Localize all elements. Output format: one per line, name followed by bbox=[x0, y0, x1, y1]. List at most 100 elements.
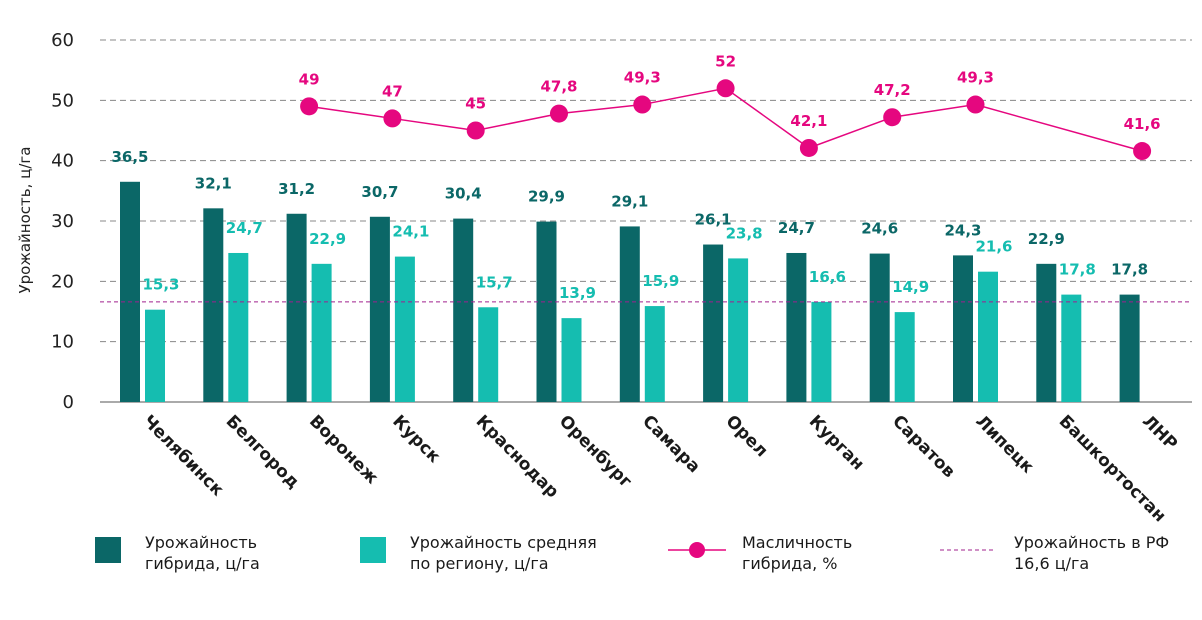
data-label-region-average: 22,9 bbox=[309, 230, 346, 248]
x-category-label: ЛНР bbox=[1138, 411, 1181, 454]
data-label-oil-content: 42,1 bbox=[790, 112, 827, 130]
data-labels: 36,5 15,3 32,1 24,7 31,2 22,9 30,7 24,1 30,4 15,7… bbox=[111, 52, 1160, 302]
data-label-hybrid: 24,7 bbox=[778, 219, 815, 237]
y-tick-label: 20 bbox=[51, 271, 74, 292]
data-label-oil-content: 47,2 bbox=[874, 81, 911, 99]
bar-hybrid bbox=[1036, 263, 1057, 402]
data-label-region-average: 15,3 bbox=[142, 276, 179, 294]
data-label-oil-content: 49 bbox=[299, 70, 320, 88]
data-label-hybrid: 30,7 bbox=[361, 183, 398, 201]
y-tick-label: 0 bbox=[63, 392, 74, 413]
legend-swatch bbox=[95, 537, 121, 563]
bar-region-average bbox=[644, 306, 665, 402]
legend-label: 16,6 ц/га bbox=[1014, 554, 1089, 573]
oil-content-point bbox=[716, 79, 735, 98]
data-label-oil-content: 47,8 bbox=[540, 78, 577, 96]
data-label-hybrid: 22,9 bbox=[1028, 230, 1065, 248]
data-label-region-average: 23,8 bbox=[726, 224, 763, 242]
oil-content-point bbox=[633, 95, 652, 114]
bar-region-average bbox=[311, 263, 332, 402]
data-label-region-average: 15,9 bbox=[642, 272, 679, 290]
x-category-label: Челябинск bbox=[138, 411, 227, 500]
data-label-hybrid: 32,1 bbox=[195, 174, 232, 192]
oil-content-point bbox=[550, 104, 568, 123]
data-label-oil-content: 41,6 bbox=[1124, 115, 1161, 133]
data-label-hybrid: 24,6 bbox=[861, 220, 898, 238]
bar-hybrid bbox=[286, 213, 307, 402]
data-label-region-average: 21,6 bbox=[975, 238, 1012, 256]
bar-hybrid bbox=[619, 226, 640, 402]
legend-label: гибрида, % bbox=[742, 554, 837, 573]
bar-region-average bbox=[561, 318, 582, 402]
legend-label: Урожайность в РФ bbox=[1014, 533, 1169, 552]
data-label-region-average: 15,7 bbox=[476, 273, 513, 291]
legend-label: Урожайность средняя bbox=[410, 533, 597, 552]
legend-label: гибрида, ц/га bbox=[145, 554, 260, 573]
bar-region-average bbox=[478, 307, 499, 402]
oil-content-point bbox=[383, 109, 402, 128]
data-label-oil-content: 49,3 bbox=[957, 69, 994, 87]
bar-hybrid bbox=[536, 221, 557, 402]
x-category-label: Белгород bbox=[222, 411, 303, 492]
legend-label: по региону, ц/га bbox=[410, 554, 549, 573]
oil-content-point bbox=[1133, 142, 1152, 161]
x-category-label: Курск bbox=[388, 411, 444, 467]
y-tick-label: 10 bbox=[51, 332, 74, 353]
bar-hybrid bbox=[869, 253, 890, 402]
x-category-label: Саратов bbox=[888, 411, 959, 482]
bar-hybrid bbox=[120, 181, 140, 402]
oil-content-point bbox=[799, 138, 818, 157]
bar-region-average bbox=[394, 256, 415, 402]
y-axis-label: Урожайность, ц/га bbox=[16, 147, 34, 294]
y-tick-label: 50 bbox=[51, 90, 74, 111]
x-category-label: Оренбург bbox=[555, 411, 636, 492]
bar-region-average bbox=[228, 252, 249, 402]
data-label-region-average: 13,9 bbox=[559, 284, 596, 302]
data-label-hybrid: 30,4 bbox=[445, 185, 482, 203]
data-label-oil-content: 47 bbox=[382, 82, 403, 100]
legend-swatch bbox=[360, 537, 386, 563]
data-label-hybrid: 29,9 bbox=[528, 188, 565, 206]
data-label-oil-content: 45 bbox=[465, 95, 486, 113]
y-tick-label: 40 bbox=[51, 151, 74, 172]
oil-content-point bbox=[883, 108, 902, 127]
oil-content-point bbox=[466, 121, 485, 140]
data-label-region-average: 24,7 bbox=[226, 219, 263, 237]
oil-content-point bbox=[300, 97, 319, 116]
legend-label: Урожайность bbox=[145, 533, 257, 552]
x-category-label: Воронеж bbox=[305, 411, 382, 488]
bar-hybrid bbox=[786, 252, 807, 402]
bar-hybrid bbox=[369, 216, 390, 402]
bar-hybrid bbox=[1119, 294, 1140, 402]
y-tick-label: 30 bbox=[51, 211, 74, 232]
x-category-label: Курган bbox=[805, 411, 868, 474]
oil-content-line bbox=[300, 79, 1152, 161]
data-label-hybrid: 24,3 bbox=[944, 221, 981, 239]
bar-region-average bbox=[978, 271, 998, 402]
data-label-region-average: 14,9 bbox=[892, 278, 929, 296]
x-category-label: Краснодар bbox=[472, 411, 563, 502]
legend: Урожайность гибрида, ц/га Урожайность сред… bbox=[95, 533, 1169, 573]
data-label-oil-content: 49,3 bbox=[624, 69, 661, 87]
bar-region-average bbox=[145, 309, 165, 402]
y-tick-label: 60 bbox=[51, 30, 74, 51]
x-category-label: Орел bbox=[722, 411, 772, 461]
legend-label: Масличность bbox=[742, 533, 852, 552]
bar-hybrid bbox=[953, 255, 973, 402]
data-label-region-average: 16,6 bbox=[809, 268, 846, 286]
data-label-hybrid: 26,1 bbox=[695, 211, 732, 229]
x-category-label: Липецк bbox=[971, 411, 1037, 477]
legend-marker bbox=[689, 542, 705, 558]
bar-region-average bbox=[894, 312, 915, 402]
data-label-region-average: 24,1 bbox=[392, 223, 429, 241]
data-label-hybrid: 31,2 bbox=[278, 180, 315, 198]
data-label-hybrid: 29,1 bbox=[611, 192, 648, 210]
x-category-label: Самара bbox=[638, 411, 704, 477]
bar-region-average bbox=[811, 301, 832, 402]
data-label-oil-content: 52 bbox=[715, 52, 736, 70]
bar-hybrid bbox=[203, 208, 224, 402]
bars bbox=[120, 181, 1140, 402]
oil-content-point bbox=[966, 95, 985, 114]
